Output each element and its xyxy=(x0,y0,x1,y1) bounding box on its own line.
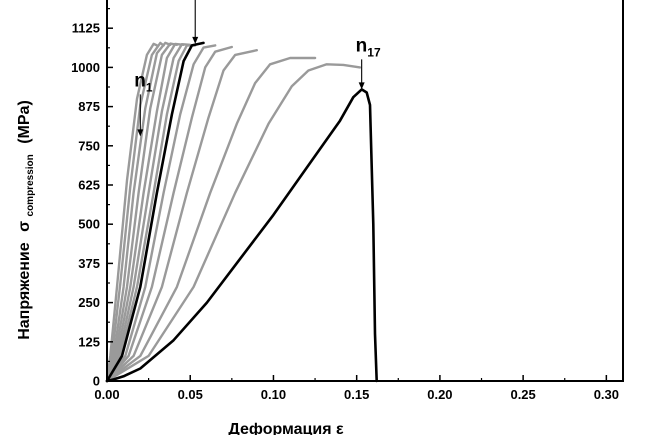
annotation-arrowhead xyxy=(137,129,144,137)
series-line-5 xyxy=(105,42,185,383)
y-tick-label: 500 xyxy=(78,217,100,232)
x-tick-label: 0.30 xyxy=(594,387,619,402)
y-tick-label: 250 xyxy=(78,295,100,310)
plot-area xyxy=(105,41,379,383)
series-line-8 xyxy=(105,41,205,383)
annotation-n17: n17 xyxy=(356,35,381,90)
series-line-1 xyxy=(105,42,159,383)
y-tick-label: 0 xyxy=(93,374,100,389)
annotation-arrowhead xyxy=(358,82,365,90)
x-tick-label: 0.10 xyxy=(261,387,286,402)
annotation-n1: n1 xyxy=(134,70,153,137)
annotations: n1 n9 n17 xyxy=(134,0,381,137)
y-tick-label: 875 xyxy=(78,99,100,114)
series-line-3 xyxy=(105,41,172,383)
series-line-11 xyxy=(105,49,258,383)
series-line-4 xyxy=(105,42,179,383)
y-axis-title-main: Напряжение xyxy=(16,242,33,340)
annotation-label: n17 xyxy=(356,35,381,59)
y-axis-title-sigma: σ xyxy=(16,221,33,232)
x-axis-title-text: Деформация ε xyxy=(228,421,344,435)
series-line-2 xyxy=(105,41,165,383)
x-tick-label: 0.00 xyxy=(94,387,119,402)
y-tick-label: 125 xyxy=(78,334,100,349)
annotation-n9: n9 xyxy=(192,0,199,44)
annotation-label: n1 xyxy=(134,70,153,94)
y-axis-title: Напряжение σ compression (MPa) xyxy=(16,100,37,340)
series-line-14 xyxy=(105,88,379,383)
y-axis-title-subscript: compression xyxy=(25,154,36,216)
series-line-6 xyxy=(105,43,192,383)
y-tick-label: 375 xyxy=(78,256,100,271)
x-tick-label: 0.20 xyxy=(427,387,452,402)
y-axis-title-unit: (MPa) xyxy=(16,100,33,144)
y-tick-label: 750 xyxy=(78,138,100,153)
y-tick-label: 1125 xyxy=(72,21,100,36)
series-line-13 xyxy=(105,63,362,383)
x-axis-title: Деформация ε xyxy=(228,421,344,435)
x-tick-label: 0.05 xyxy=(178,387,203,402)
x-tick-label: 0.25 xyxy=(510,387,535,402)
svg-text:Напряжение σ compr: Напряжение σ compression (MPa) xyxy=(16,100,37,340)
annotation-arrowhead xyxy=(192,36,199,44)
y-tick-label: 1000 xyxy=(71,60,100,75)
series-line-7 xyxy=(105,44,197,383)
series-line-9 xyxy=(105,44,217,383)
y-tick-label: 625 xyxy=(78,178,100,193)
series-line-12 xyxy=(105,56,317,383)
series-line-10 xyxy=(105,45,234,383)
x-tick-label: 0.15 xyxy=(344,387,369,402)
y-axis: 0125250375500625750875100011251250 xyxy=(71,8,113,389)
x-axis: 0.00 0.05 0.10 0.15 0.20 0.25 0.30 xyxy=(94,375,619,402)
